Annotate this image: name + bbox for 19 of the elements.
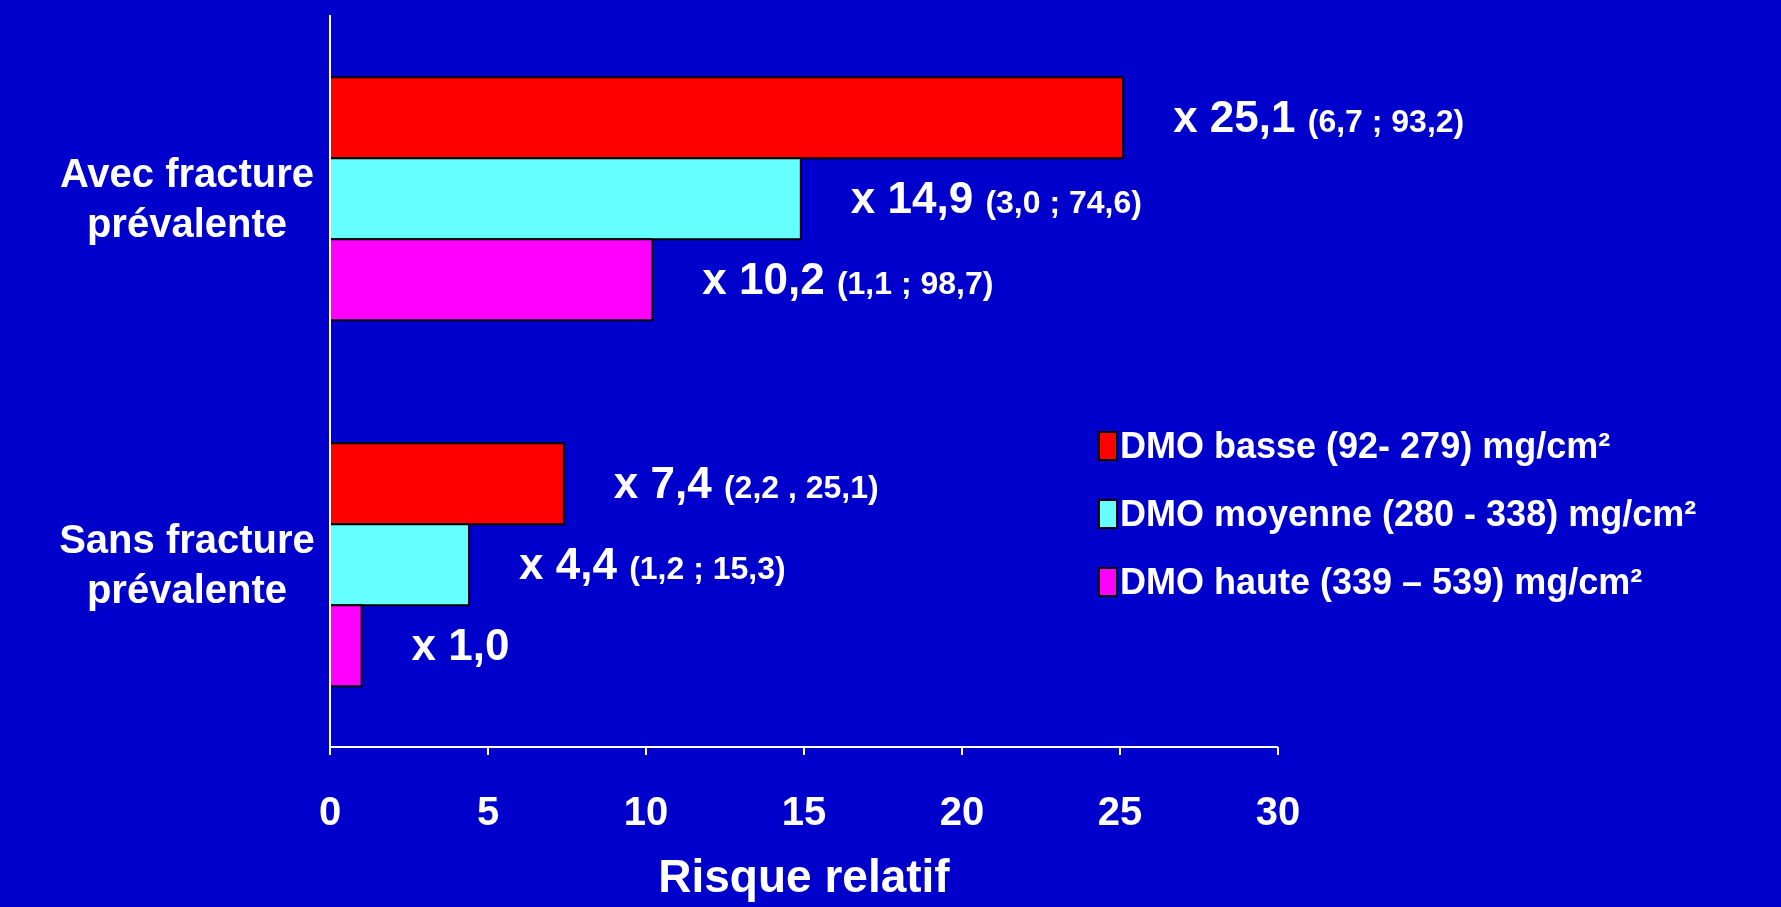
x-tick-label: 25 <box>1097 789 1143 834</box>
legend-label: DMO moyenne (280 - 338) mg/cm² <box>1120 493 1697 535</box>
legend-label: DMO basse (92- 279) mg/cm² <box>1120 425 1611 467</box>
x-tick-label: 10 <box>623 789 669 834</box>
y-tick-label: Avec fracture prévalente <box>59 151 315 245</box>
data-label: x 4,4 (1,2 ; 15,3) <box>519 538 786 588</box>
data-label: x 14,9 (3,0 ; 74,6) <box>850 172 1142 222</box>
data-label: x 1,0 <box>411 619 510 669</box>
x-tick-label: 30 <box>1255 789 1301 834</box>
x-tick-label: 0 <box>318 789 342 834</box>
data-label: x 25,1 (6,7 ; 93,2) <box>1173 91 1465 141</box>
data-label: x 10,2 (1,1 ; 98,7) <box>702 253 994 303</box>
y-tick-label: Sans fracture prévalente <box>59 517 315 611</box>
x-axis-title: Risque relatif <box>658 850 951 902</box>
x-tick-label: 20 <box>939 789 985 834</box>
x-tick-label: 5 <box>476 789 500 834</box>
data-label: x 7,4 (2,2 , 25,1) <box>613 457 879 507</box>
x-tick-label: 15 <box>781 789 827 834</box>
legend-label: DMO haute (339 – 539) mg/cm² <box>1120 561 1643 603</box>
